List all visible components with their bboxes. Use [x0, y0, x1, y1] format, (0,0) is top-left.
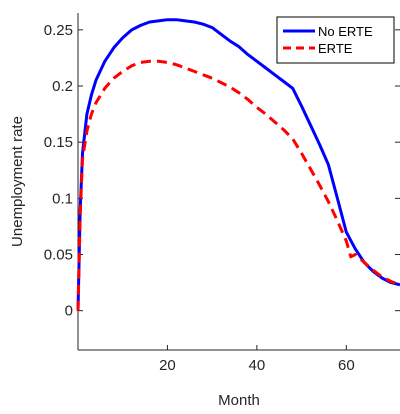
series-line-erte — [76, 59, 400, 311]
y-tick-label: 0.25 — [44, 22, 73, 39]
y-tick-label: 0.05 — [44, 247, 73, 264]
legend-label-erte: ERTE — [318, 41, 353, 56]
x-tick-label: 40 — [249, 357, 266, 374]
legend: No ERTE ERTE — [276, 16, 395, 64]
x-tick-label: 60 — [338, 357, 355, 374]
legend-box — [276, 16, 395, 64]
y-tick-label: 0.1 — [52, 190, 73, 207]
y-axis-label: Unemployment rate — [9, 116, 26, 247]
series-line-no-erte — [76, 18, 400, 311]
x-axis-label: Month — [218, 392, 260, 409]
legend-label-no-erte: No ERTE — [318, 24, 373, 39]
x-tick-label: 20 — [159, 357, 176, 374]
y-tick-label: 0.2 — [52, 78, 73, 95]
y-tick-label: 0.15 — [44, 134, 73, 151]
y-tick-label: 0 — [65, 303, 73, 320]
plot-layer: 0 0.05 0.1 0.15 0.2 0.25 20 40 60 — [44, 13, 400, 374]
